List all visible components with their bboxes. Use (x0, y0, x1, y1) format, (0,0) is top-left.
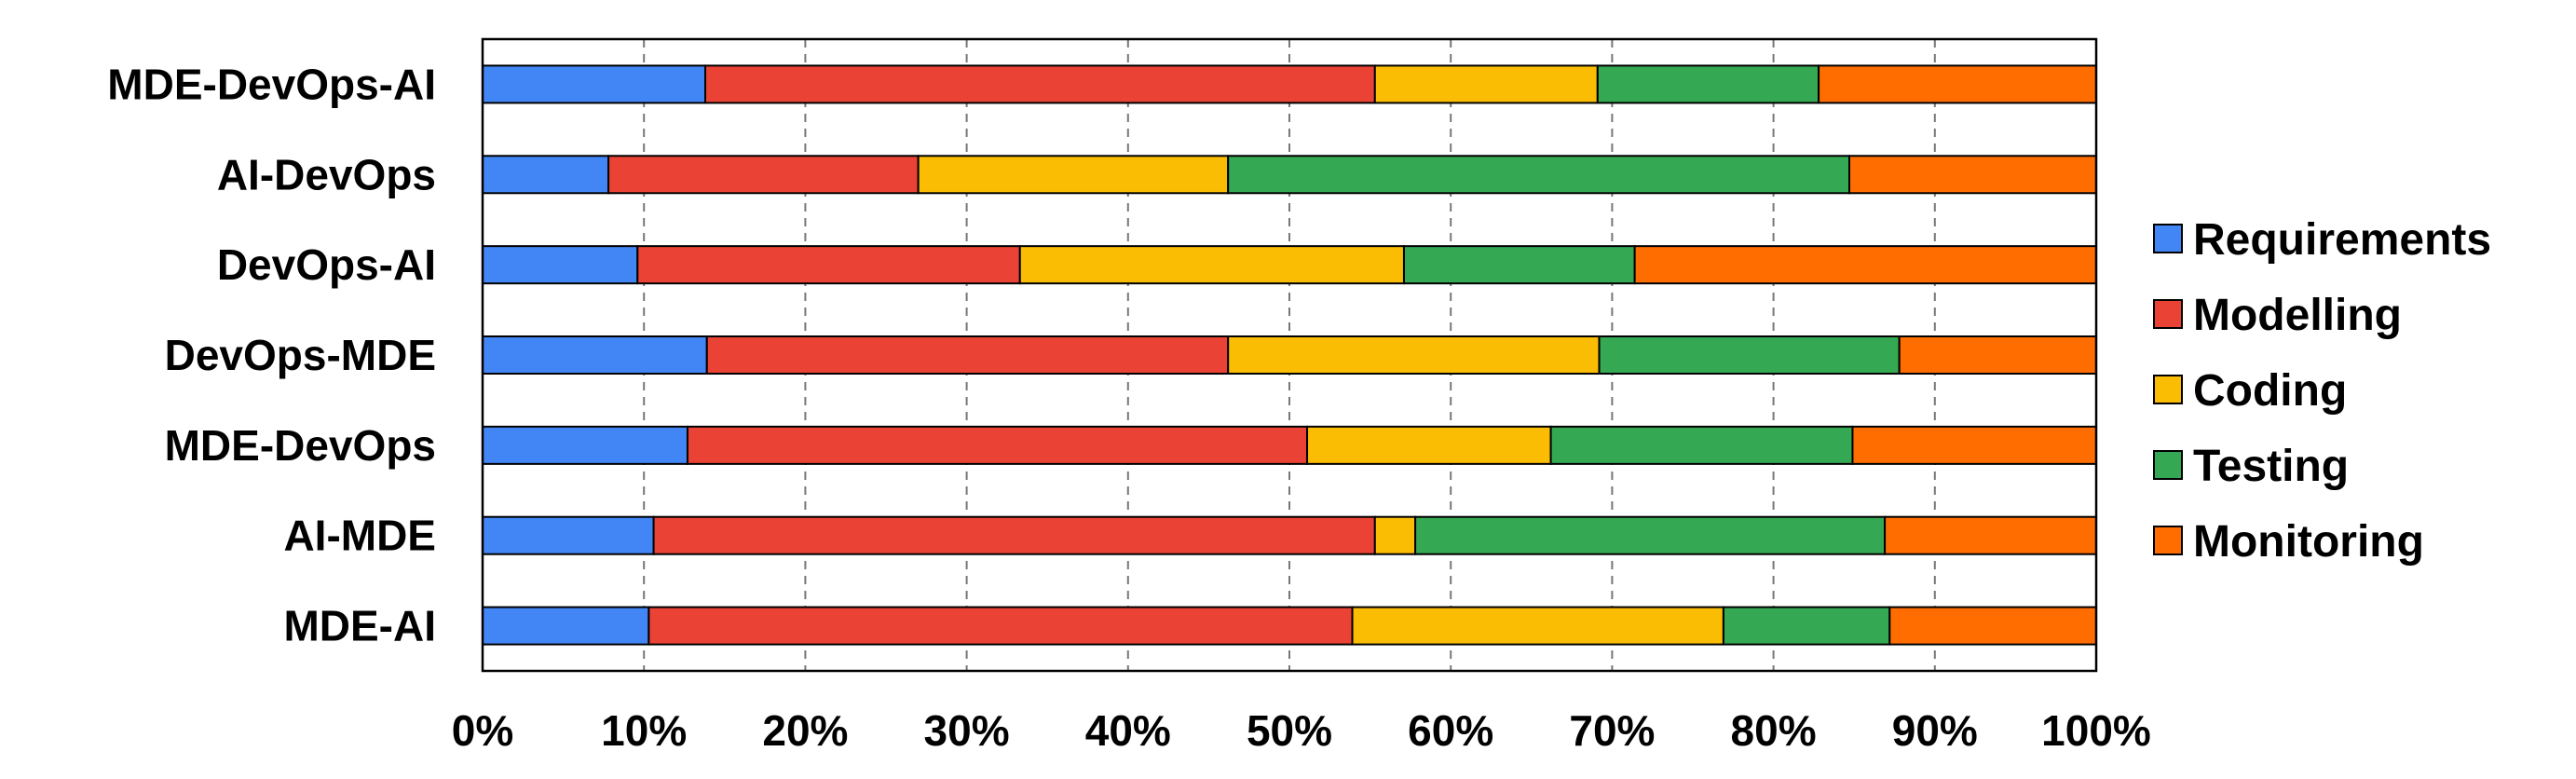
bar-segment-monitoring (1888, 606, 2097, 646)
bar-segment-monitoring (1898, 335, 2098, 375)
category-label: DevOps-AI (217, 240, 436, 289)
legend: Requirements Modelling Coding Testing Monito… (2153, 215, 2491, 567)
bar-segment-testing (1549, 425, 1854, 465)
bar-segment-monitoring (1851, 425, 2098, 465)
bar-segment-monitoring (1848, 155, 2098, 195)
bar-segment-modelling (647, 606, 1354, 646)
bar-segment-modelling (686, 425, 1309, 465)
category-label: DevOps-MDE (165, 331, 436, 379)
bar-segment-requirements (482, 64, 707, 104)
bar-segment-requirements (482, 606, 650, 646)
category-labels: MDE-DevOps-AI AI-DevOps DevOps-AI DevOps-MD… (107, 60, 436, 649)
bar-segment-requirements (482, 245, 639, 285)
x-tick-label: 20% (762, 706, 848, 755)
bar-segment-testing (1598, 335, 1901, 375)
category-label: AI-DevOps (217, 150, 436, 198)
bar-segment-testing (1414, 515, 1887, 555)
x-tick-label: 50% (1247, 706, 1332, 755)
bar-segment-modelling (704, 64, 1376, 104)
category-label: AI-MDE (283, 512, 436, 560)
category-label: MDE-DevOps-AI (107, 60, 436, 108)
bar-segment-coding (1306, 425, 1552, 465)
x-tick-label: 90% (1892, 706, 1978, 755)
bar-segment-testing (1722, 606, 1891, 646)
bar-segment-modelling (636, 245, 1021, 285)
plot-frame (481, 37, 2098, 673)
bars (482, 64, 2098, 646)
x-tick-label: 40% (1085, 706, 1171, 755)
bar-segment-modelling (705, 335, 1230, 375)
bar-segment-testing (1227, 155, 1851, 195)
bar-segment-coding (1018, 245, 1405, 285)
x-tick-label: 0% (452, 706, 513, 755)
bar-segment-coding (1351, 606, 1724, 646)
bar-segment-monitoring (1884, 515, 2098, 555)
legend-swatch (2153, 526, 2183, 555)
legend-label: Requirements (2193, 215, 2491, 265)
bar-segment-modelling (607, 155, 920, 195)
bar-segment-coding (1373, 515, 1417, 555)
bar-segment-coding (1373, 64, 1599, 104)
legend-label: Testing (2193, 442, 2349, 491)
bar-segment-monitoring (1818, 64, 2097, 104)
x-tick-label: 80% (1731, 706, 1817, 755)
legend-swatch (2153, 375, 2183, 404)
legend-label: Modelling (2193, 291, 2402, 340)
x-tick-label: 70% (1569, 706, 1655, 755)
bar-segment-coding (917, 155, 1230, 195)
x-tick-label: 10% (601, 706, 687, 755)
bar-segment-monitoring (1633, 245, 2097, 285)
legend-swatch (2153, 224, 2183, 253)
bar-segment-requirements (482, 425, 688, 465)
bar-segment-requirements (482, 155, 610, 195)
bar-segment-requirements (482, 335, 708, 375)
x-tick-label: 30% (924, 706, 1010, 755)
category-label: MDE-AI (283, 602, 436, 650)
bar-segment-coding (1227, 335, 1601, 375)
legend-label: Coding (2193, 366, 2347, 416)
bar-segment-testing (1596, 64, 1820, 104)
x-tick-label: 60% (1408, 706, 1493, 755)
category-label: MDE-DevOps (165, 421, 436, 470)
bar-segment-testing (1402, 245, 1636, 285)
bar-segment-modelling (652, 515, 1376, 555)
x-tick-labels: 0% 10% 20% 30% 40% 50% 60% 70% 80% 90% 100% (452, 706, 2151, 755)
legend-swatch (2153, 450, 2183, 480)
legend-swatch (2153, 299, 2183, 329)
legend-label: Monitoring (2193, 517, 2424, 567)
x-tick-label: 100% (2041, 706, 2151, 755)
bar-segment-requirements (482, 515, 655, 555)
